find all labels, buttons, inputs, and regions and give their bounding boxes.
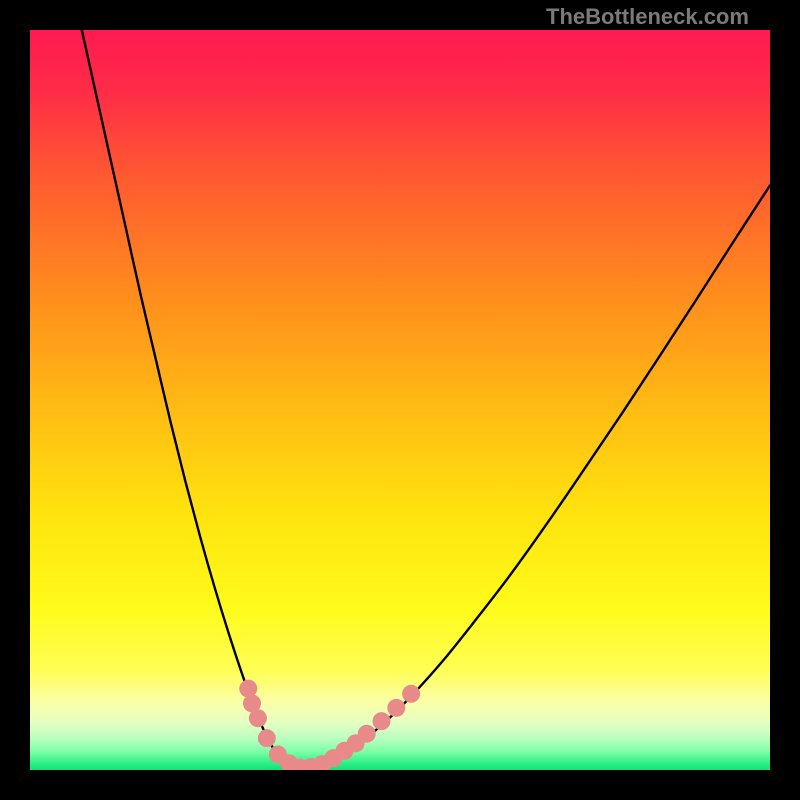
plot-area [30,30,770,770]
marker-point [258,729,276,747]
chart-frame: TheBottleneck.com [0,0,800,800]
marker-point [249,709,267,727]
marker-point [387,699,405,717]
gradient-background [30,30,770,770]
marker-point [402,685,420,703]
marker-point [358,725,376,743]
watermark-text: TheBottleneck.com [546,4,749,30]
marker-point [373,712,391,730]
chart-svg [30,30,770,770]
